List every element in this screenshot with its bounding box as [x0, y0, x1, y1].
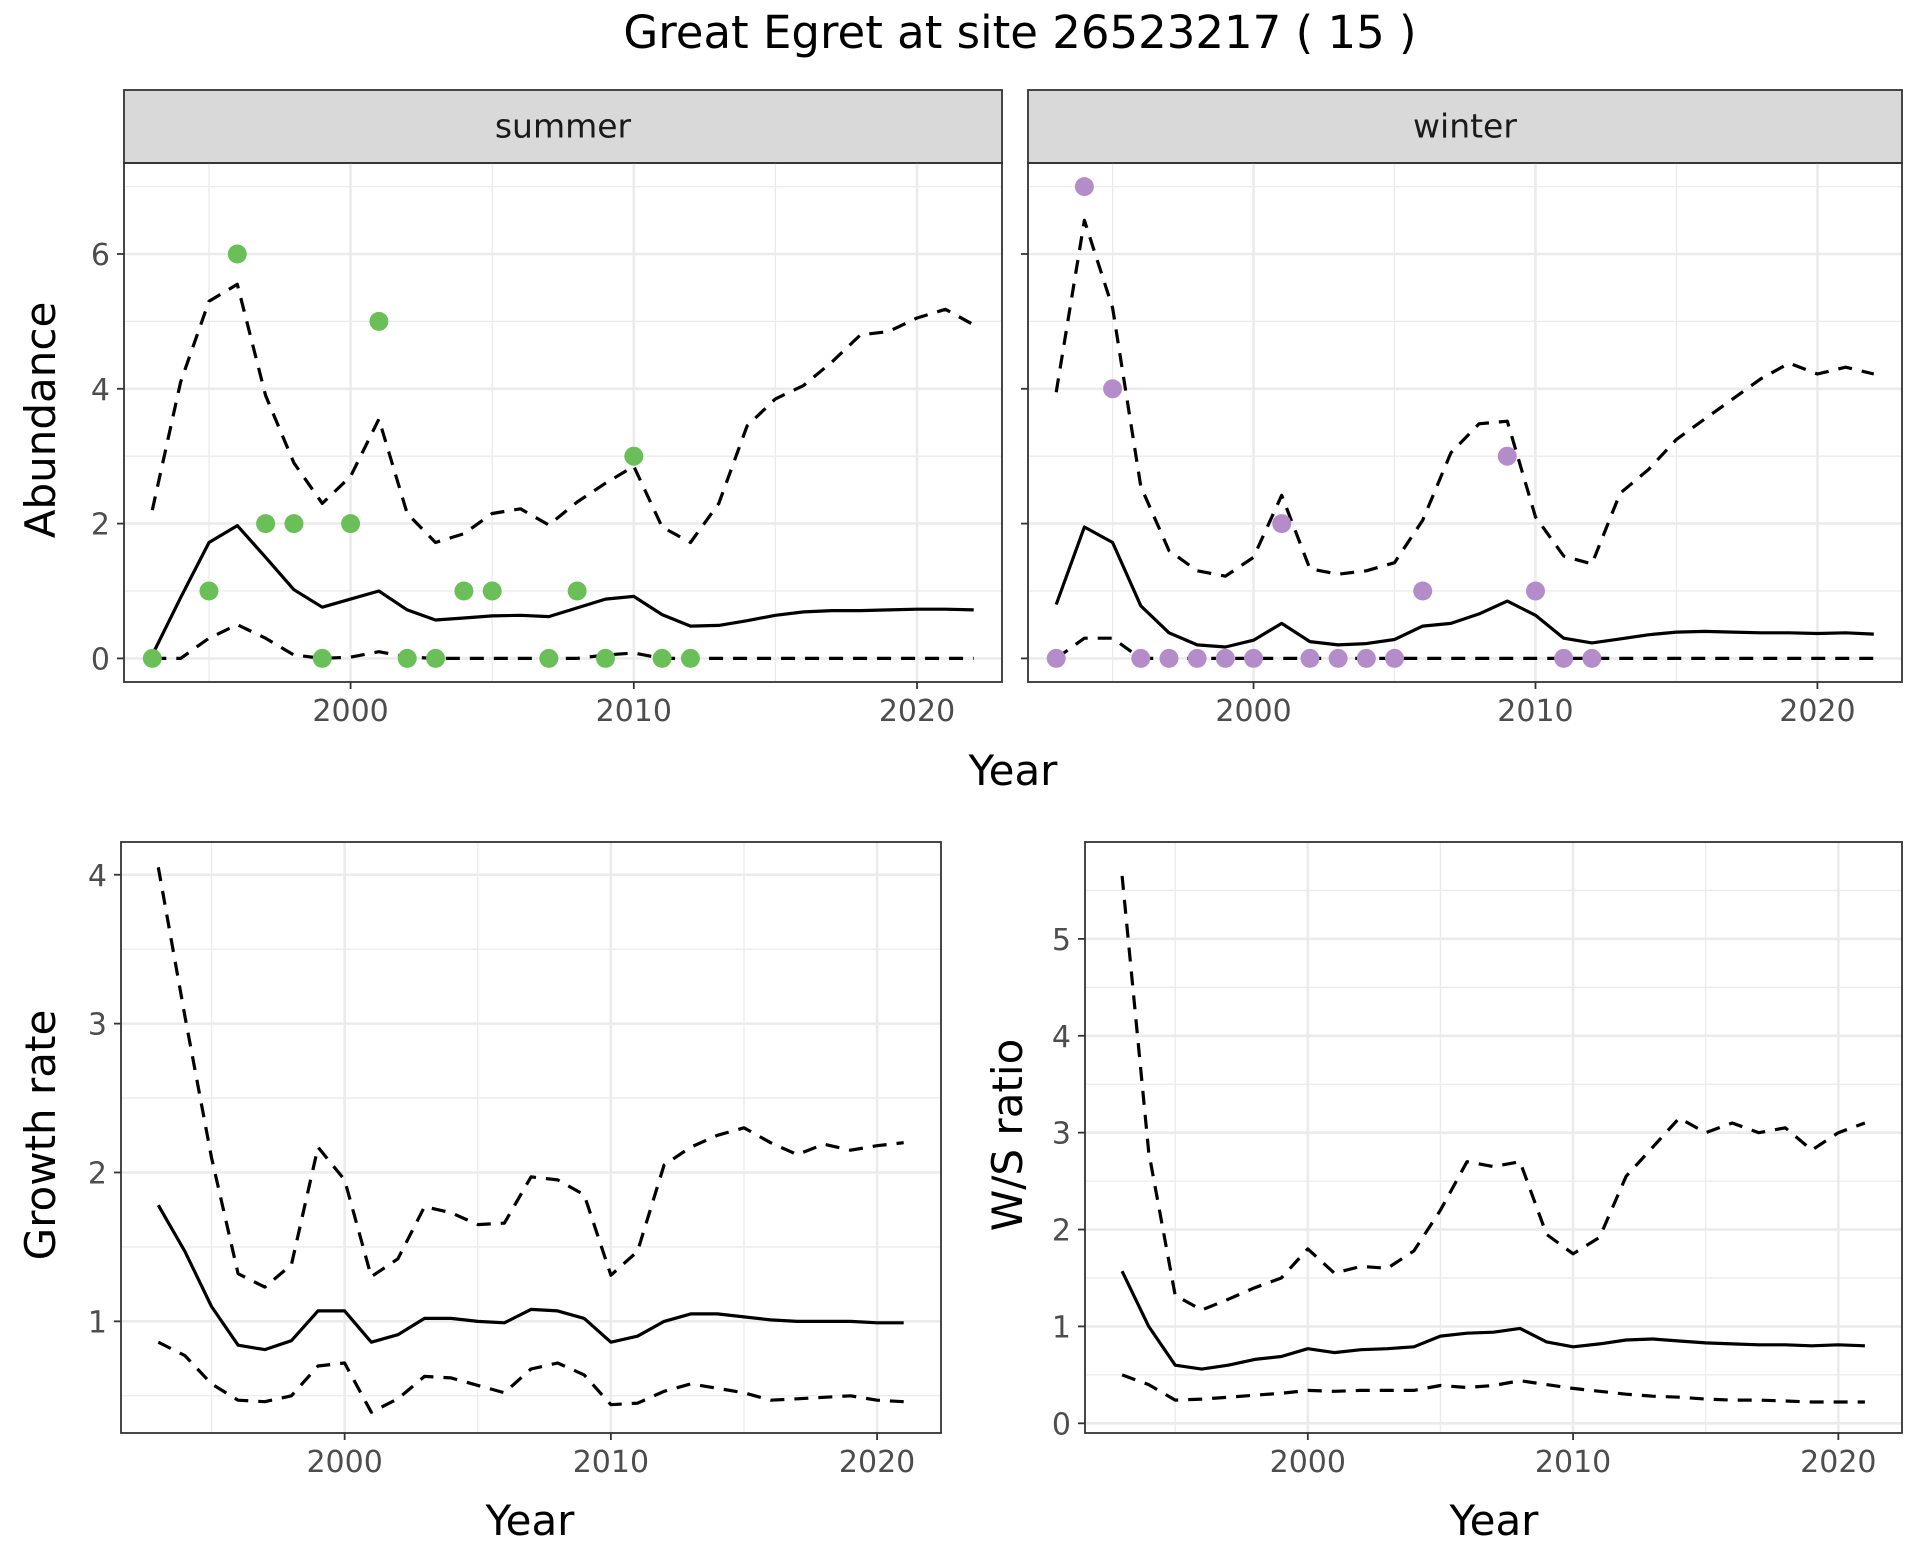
y-tick-label: 1 [88, 1305, 107, 1340]
series-line-estimate [150, 524, 974, 656]
y-tick-label: 2 [88, 1156, 107, 1191]
series-line-estimate [1120, 1270, 1865, 1371]
data-point [1582, 648, 1602, 668]
data-point [1413, 581, 1433, 601]
data-point [1356, 648, 1376, 668]
x-tick-label: 2010 [573, 1445, 649, 1480]
y-tick-label: 2 [1052, 1214, 1071, 1249]
y-tick-label: 0 [91, 642, 110, 677]
top-y-axis-label: Abundance [16, 302, 65, 539]
data-point [142, 648, 162, 668]
y-tick-label: 1 [1052, 1310, 1071, 1345]
y-tick-label: 3 [88, 1008, 107, 1043]
panel-border [1027, 162, 1903, 683]
y-tick-label: 4 [1052, 1020, 1071, 1055]
data-point [539, 648, 559, 668]
x-tick-label: 2020 [879, 694, 955, 729]
series-line-lower-ci [157, 1340, 904, 1414]
growth-rate-x-axis-label: Year [485, 1496, 576, 1545]
y-tick-label: 4 [88, 859, 107, 894]
data-point [369, 311, 389, 331]
data-point [1103, 379, 1123, 399]
data-point [256, 514, 276, 534]
x-tick-label: 2000 [1215, 694, 1291, 729]
x-tick-label: 2010 [596, 694, 672, 729]
facet-label: summer [495, 107, 632, 146]
series-line-lower-ci [152, 623, 974, 660]
data-point [1497, 446, 1517, 466]
data-point [567, 581, 587, 601]
ws-ratio-y-axis-label: W/S ratio [983, 1039, 1032, 1232]
data-point [284, 514, 304, 534]
data-point [624, 446, 644, 466]
data-point [482, 581, 502, 601]
y-tick-label: 6 [91, 238, 110, 273]
series-line-estimate [1054, 525, 1874, 649]
growth-rate-y-axis-label: Growth rate [16, 1010, 65, 1261]
data-point [227, 244, 247, 264]
x-tick-label: 2000 [312, 694, 388, 729]
y-tick-label: 0 [1052, 1407, 1071, 1442]
data-point [1244, 648, 1264, 668]
data-point [1159, 648, 1179, 668]
data-point [1554, 648, 1574, 668]
series-line-upper-ci [1120, 875, 1866, 1312]
data-point [1328, 648, 1348, 668]
data-point [1272, 514, 1292, 534]
facet-strip [1027, 89, 1903, 164]
data-point [312, 648, 332, 668]
panel-border [1084, 841, 1903, 1434]
data-point [1525, 581, 1545, 601]
data-point [1385, 648, 1405, 668]
data-point [1300, 648, 1320, 668]
x-tick-label: 2000 [306, 1445, 382, 1480]
panel-border [123, 162, 1003, 683]
series-line-upper-ci [1054, 218, 1875, 578]
series-line-upper-ci [156, 867, 904, 1289]
x-tick-label: 2020 [839, 1445, 915, 1480]
data-point [1046, 648, 1066, 668]
series-line-estimate [156, 1204, 904, 1352]
x-tick-label: 2010 [1535, 1445, 1611, 1480]
figure-title: Great Egret at site 26523217 ( 15 ) [623, 6, 1416, 59]
ws-ratio-x-axis-label: Year [1449, 1496, 1540, 1545]
y-tick-label: 2 [91, 508, 110, 543]
data-point [454, 581, 474, 601]
series-line-lower-ci [1121, 1373, 1865, 1404]
panel-growth-rate: 2000 2010 2020 1 2 3 4 [88, 841, 942, 1480]
data-point [595, 648, 615, 668]
x-tick-label: 2020 [1800, 1445, 1876, 1480]
data-point [1074, 177, 1094, 197]
data-point [199, 581, 219, 601]
data-point [680, 648, 700, 668]
y-tick-label: 5 [1052, 923, 1071, 958]
panel-summer-abundance: summer 2000 2010 2020 0 2 4 6 [91, 89, 1003, 729]
facet-label: winter [1413, 107, 1517, 146]
facet-strip [123, 89, 1003, 164]
panel-border [120, 841, 942, 1434]
data-point [1187, 648, 1207, 668]
data-point [1131, 648, 1151, 668]
x-tick-label: 2000 [1270, 1445, 1346, 1480]
data-point [652, 648, 672, 668]
data-point [397, 648, 417, 668]
data-point [341, 514, 361, 534]
data-point [426, 648, 446, 668]
y-tick-label: 3 [1052, 1117, 1071, 1152]
data-point [1215, 648, 1235, 668]
x-tick-label: 2020 [1779, 694, 1855, 729]
panel-ws-ratio: 2000 2010 2020 0 1 2 3 4 5 [1052, 841, 1903, 1480]
x-tick-label: 2010 [1497, 694, 1573, 729]
y-tick-label: 4 [91, 373, 110, 408]
top-x-axis-label: Year [968, 746, 1059, 795]
series-line-upper-ci [150, 282, 975, 545]
panel-winter-abundance: winter 2000 2010 2020 [1021, 89, 1903, 729]
